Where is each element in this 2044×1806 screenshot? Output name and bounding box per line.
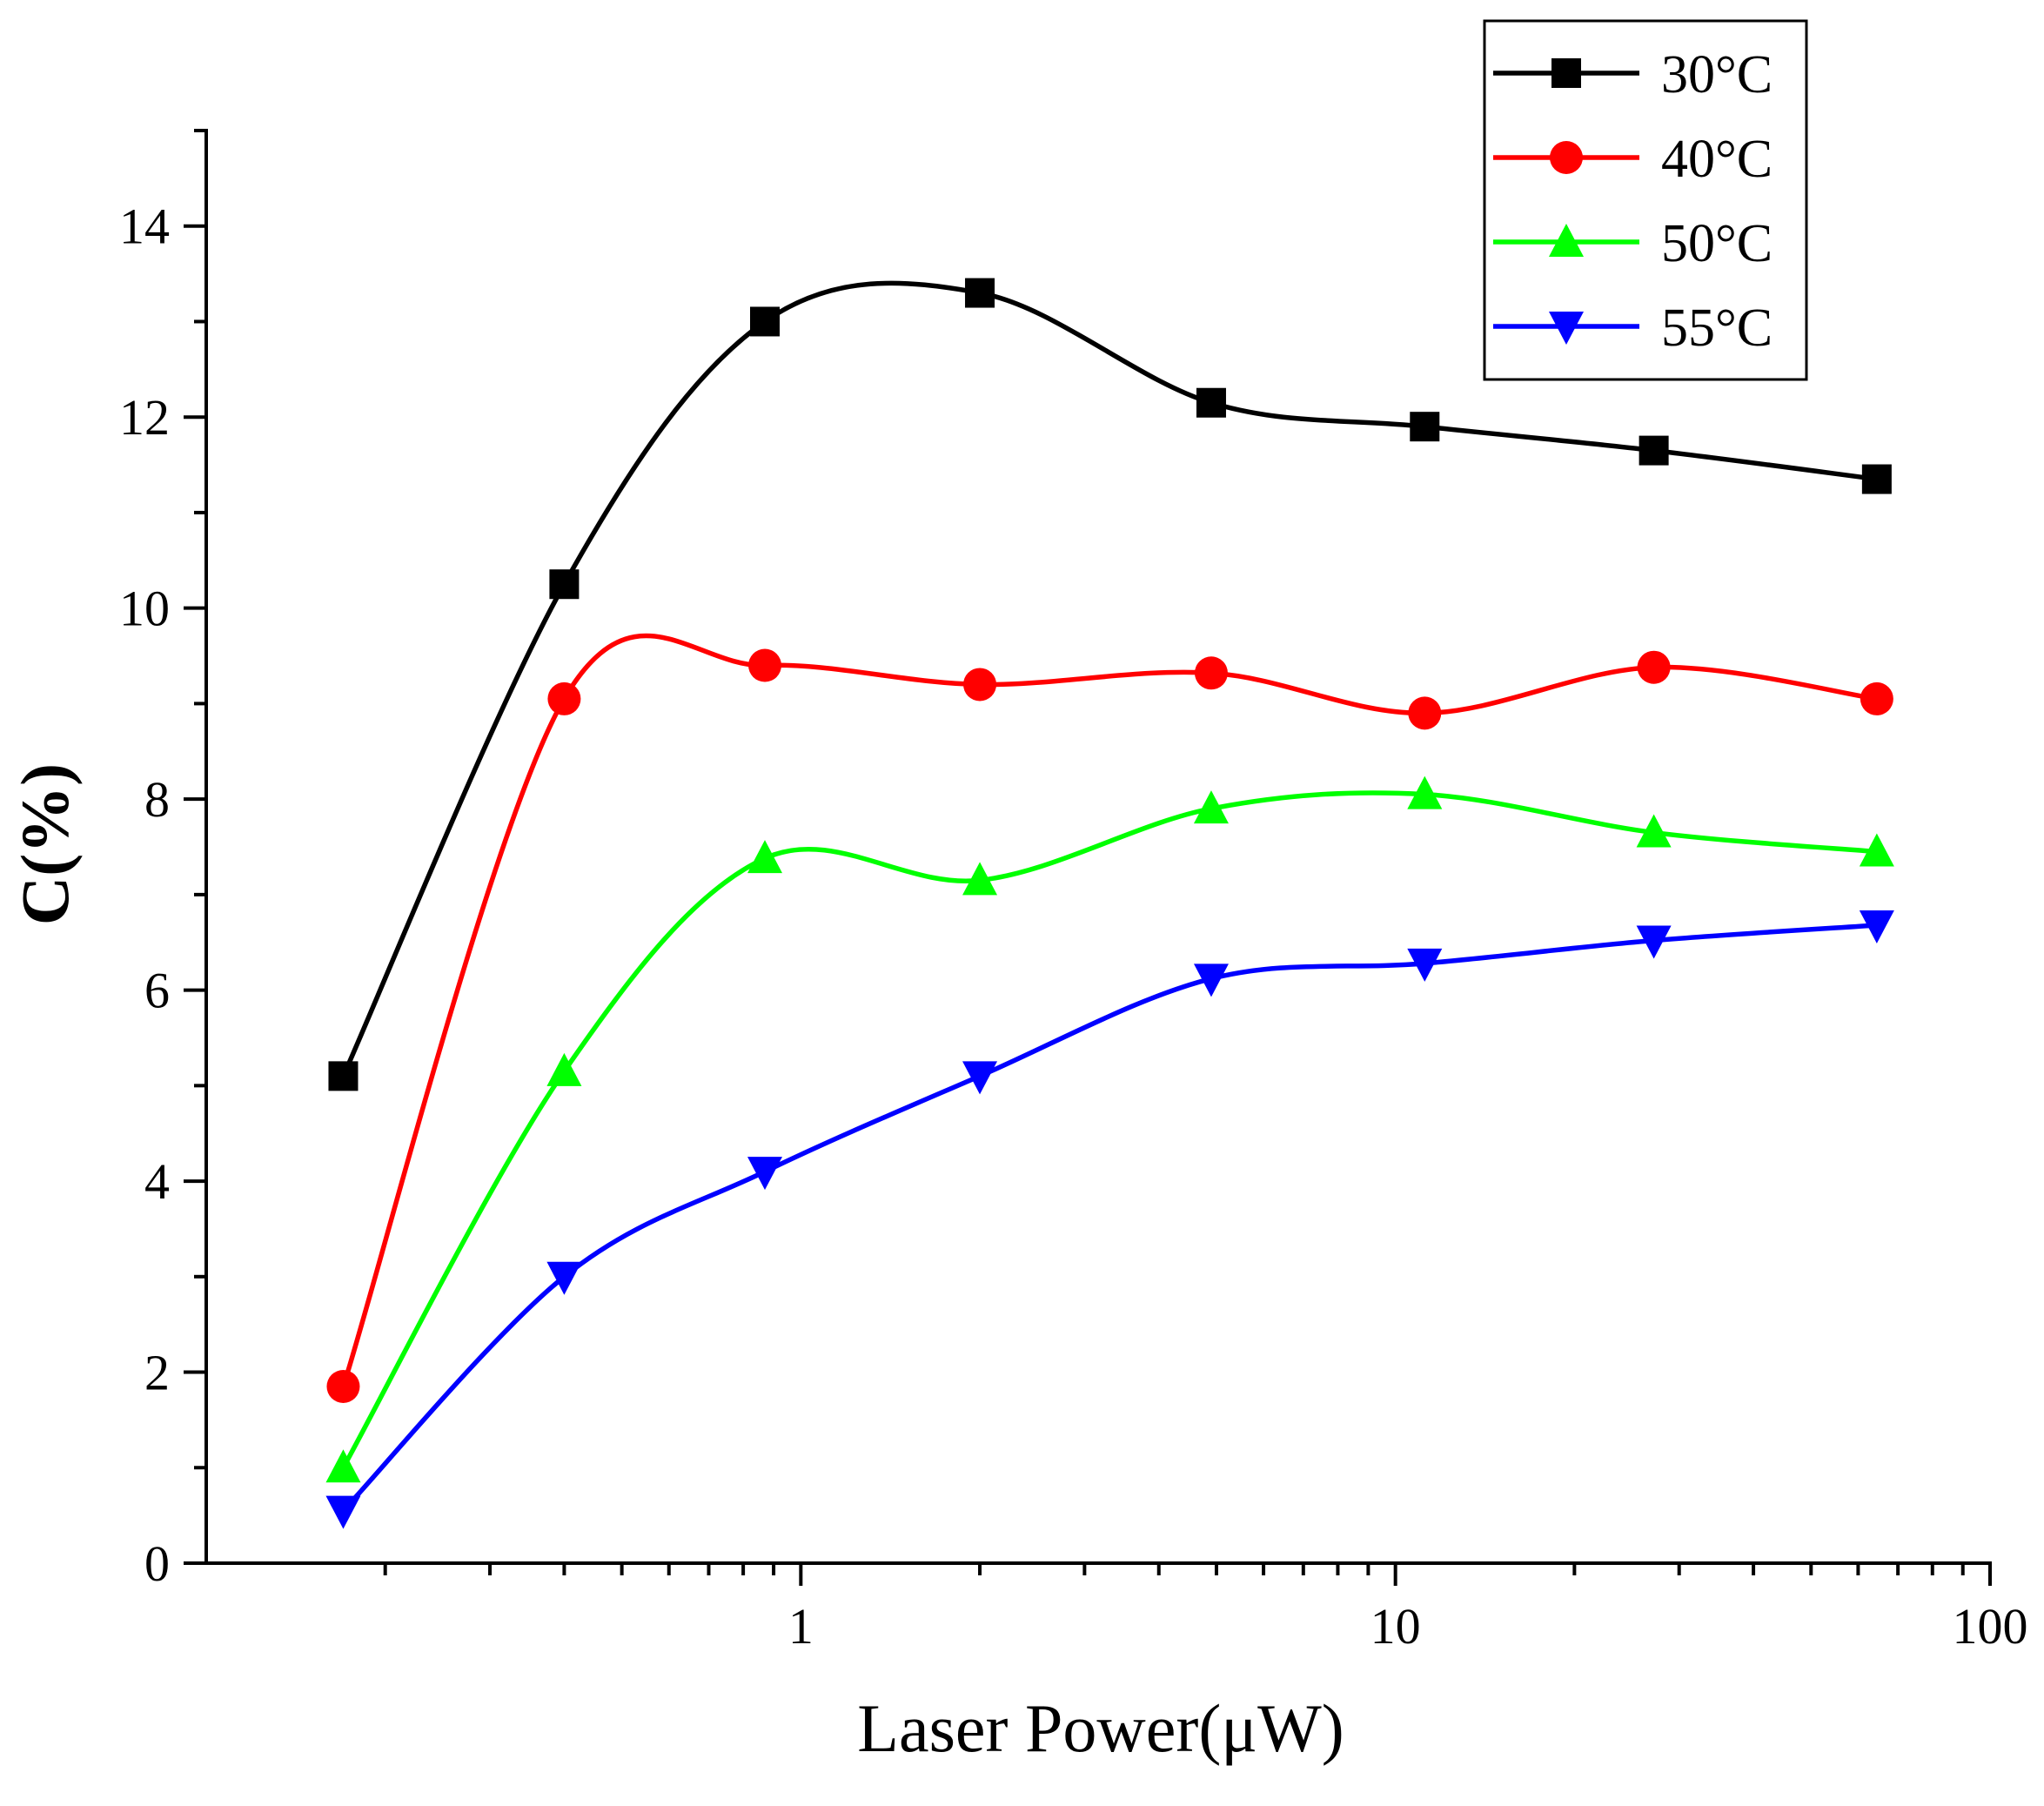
data-point-series-2 <box>1194 656 1228 690</box>
data-point-series-2 <box>547 681 581 715</box>
y-tick-label: 4 <box>144 1153 170 1210</box>
data-point-series-2 <box>1860 681 1893 715</box>
x-tick-label: 100 <box>1953 1598 2028 1655</box>
legend-marker-3 <box>1549 224 1584 257</box>
series-line-4 <box>341 923 1878 1513</box>
curves <box>340 280 1878 1513</box>
legend-marker-1 <box>1551 58 1581 88</box>
legend-label-4: 55°C <box>1661 299 1773 358</box>
data-point-series-4 <box>747 1157 783 1191</box>
data-point-series-3 <box>1407 775 1443 809</box>
y-tick-label: 2 <box>144 1345 170 1401</box>
legend: 30°C 40°C 50°C 55°C <box>1483 19 1808 381</box>
data-point-series-1 <box>549 569 580 600</box>
data-point-series-2 <box>963 668 997 702</box>
data-point-series-3 <box>1193 790 1229 824</box>
series-line-3 <box>341 790 1878 1469</box>
data-point-series-1 <box>965 278 995 308</box>
data-point-series-1 <box>750 306 781 337</box>
y-tick-label: 12 <box>119 389 170 446</box>
legend-label-2: 40°C <box>1661 130 1773 189</box>
legend-label-1: 30°C <box>1661 45 1773 104</box>
legend-marker-4 <box>1549 312 1584 345</box>
data-point-series-4 <box>962 1061 998 1095</box>
y-tick-label: 6 <box>144 963 170 1019</box>
data-point-series-3 <box>747 840 783 874</box>
axes: 0 2 4 6 8 10 12 14 1 10 100 <box>119 129 2028 1655</box>
y-tick-label: 8 <box>144 771 170 828</box>
data-point-series-3 <box>962 862 998 896</box>
series-line-1 <box>340 280 1878 1078</box>
markers <box>325 278 1894 1529</box>
legend-label-3: 50°C <box>1661 214 1773 273</box>
data-point-series-4 <box>546 1261 582 1295</box>
data-point-series-1 <box>328 1061 359 1091</box>
data-point-series-3 <box>1636 814 1672 848</box>
data-point-series-2 <box>1408 696 1442 730</box>
series-line-2 <box>340 633 1878 1387</box>
y-tick-label: 10 <box>119 581 170 637</box>
data-point-series-1 <box>1410 412 1440 442</box>
data-point-series-2 <box>1637 650 1671 684</box>
y-axis-title: C(%) <box>7 763 83 925</box>
legend-marker-2 <box>1550 141 1583 174</box>
data-point-series-1 <box>1861 464 1892 494</box>
x-axis-title: Laser Power(μW) <box>857 1690 1344 1766</box>
data-point-series-3 <box>325 1449 361 1483</box>
data-point-series-4 <box>1859 910 1894 943</box>
data-point-series-2 <box>326 1369 360 1403</box>
data-point-series-3 <box>1859 833 1894 867</box>
data-point-series-2 <box>748 648 782 682</box>
legend-box <box>1483 19 1808 381</box>
y-tick-label: 14 <box>119 198 170 255</box>
data-point-series-4 <box>325 1495 361 1529</box>
x-tick-label: 10 <box>1370 1598 1421 1655</box>
x-tick-label: 1 <box>788 1598 814 1655</box>
data-point-series-4 <box>1407 948 1443 982</box>
data-point-series-1 <box>1639 435 1669 466</box>
data-point-series-3 <box>546 1052 582 1086</box>
data-point-series-4 <box>1636 925 1672 959</box>
data-point-series-1 <box>1196 387 1226 418</box>
data-point-series-4 <box>1193 963 1229 997</box>
y-tick-label: 0 <box>144 1535 170 1592</box>
